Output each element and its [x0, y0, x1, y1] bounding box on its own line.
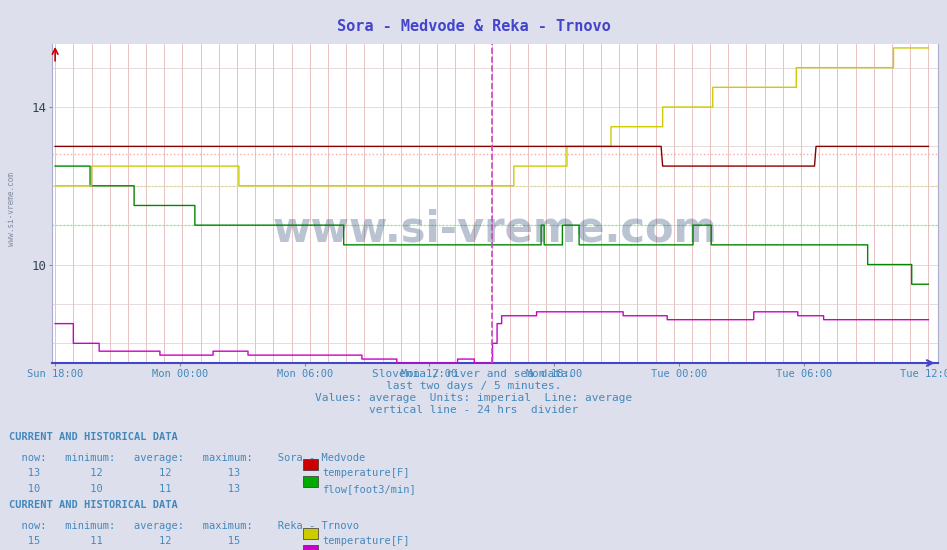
- Text: flow[foot3/min]: flow[foot3/min]: [322, 484, 416, 494]
- Text: Slovenia / river and sea data.: Slovenia / river and sea data.: [372, 368, 575, 378]
- Text: temperature[F]: temperature[F]: [322, 468, 409, 477]
- Text: CURRENT AND HISTORICAL DATA: CURRENT AND HISTORICAL DATA: [9, 432, 178, 442]
- Text: 10        10         11         13: 10 10 11 13: [9, 484, 241, 494]
- Text: last two days / 5 minutes.: last two days / 5 minutes.: [385, 381, 562, 390]
- Text: Sora - Medvode & Reka - Trnovo: Sora - Medvode & Reka - Trnovo: [336, 19, 611, 34]
- Text: 15        11         12         15: 15 11 12 15: [9, 536, 241, 546]
- Text: www.si-vreme.com: www.si-vreme.com: [7, 172, 16, 246]
- Text: Values: average  Units: imperial  Line: average: Values: average Units: imperial Line: av…: [314, 393, 633, 403]
- Text: vertical line - 24 hrs  divider: vertical line - 24 hrs divider: [369, 405, 578, 415]
- Text: www.si-vreme.com: www.si-vreme.com: [273, 208, 717, 250]
- Text: CURRENT AND HISTORICAL DATA: CURRENT AND HISTORICAL DATA: [9, 500, 178, 510]
- Text: now:   minimum:   average:   maximum:    Sora - Medvode: now: minimum: average: maximum: Sora - M…: [9, 453, 366, 463]
- Text: temperature[F]: temperature[F]: [322, 536, 409, 546]
- Text: 13        12         12         13: 13 12 12 13: [9, 468, 241, 477]
- Text: now:   minimum:   average:   maximum:    Reka - Trnovo: now: minimum: average: maximum: Reka - T…: [9, 521, 360, 531]
